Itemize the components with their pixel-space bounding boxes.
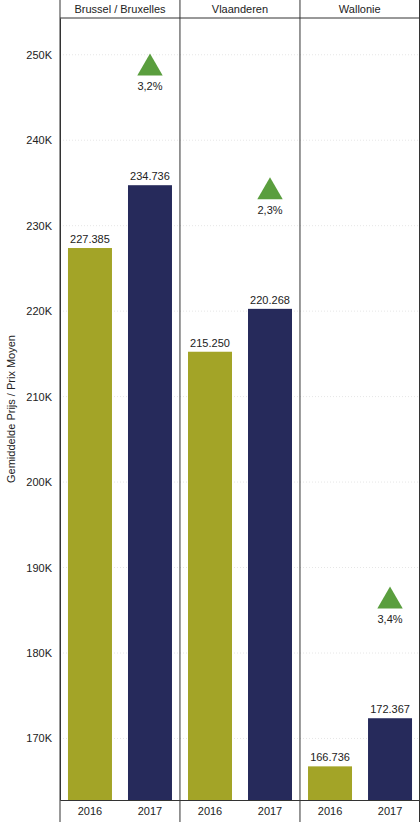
y-tick-label: 180K bbox=[26, 647, 52, 659]
grid bbox=[60, 55, 420, 739]
change-label: 2,3% bbox=[257, 204, 282, 216]
frame bbox=[60, 0, 420, 822]
y-tick: 220K bbox=[26, 305, 60, 317]
change-triangle bbox=[137, 54, 162, 76]
panel-separator bbox=[299, 0, 300, 822]
panel-separator bbox=[419, 0, 420, 822]
x-tick-label: 2017 bbox=[138, 805, 162, 817]
data-labels: 227.385 234.736 215.250 220.268 166.736 172.3… bbox=[70, 170, 410, 763]
grid-line bbox=[60, 140, 420, 141]
grid-line bbox=[60, 54, 420, 55]
bar bbox=[368, 718, 412, 800]
x-tick: 2017 bbox=[258, 800, 282, 817]
y-tick-label: 210K bbox=[26, 391, 52, 403]
y-tick: 180K bbox=[26, 647, 60, 659]
y-tick-label: 220K bbox=[26, 305, 52, 317]
x-tick-label: 2016 bbox=[318, 805, 342, 817]
panel-separator bbox=[179, 0, 180, 822]
x-tick: 2017 bbox=[378, 800, 402, 817]
group-header: Wallonie bbox=[339, 3, 381, 15]
y-tick-label: 190K bbox=[26, 562, 52, 574]
data-label: 172.367 bbox=[370, 703, 410, 715]
group-header: Brussel / Bruxelles bbox=[74, 3, 166, 15]
y-tick-label: 170K bbox=[26, 732, 52, 744]
x-tick: 2016 bbox=[78, 800, 102, 817]
bar bbox=[68, 248, 112, 800]
change-indicators: 3,2% 2,3% 3,4% bbox=[137, 54, 403, 626]
group-header: Vlaanderen bbox=[212, 3, 268, 15]
y-axis-title: Gemiddelde Prijs / Prix Moyen bbox=[5, 335, 17, 483]
y-tick: 170K bbox=[26, 732, 60, 744]
change-label: 3,4% bbox=[377, 613, 402, 625]
data-label: 234.736 bbox=[130, 170, 170, 182]
y-tick: 190K bbox=[26, 562, 60, 574]
x-tick: 2016 bbox=[198, 800, 222, 817]
group-headers: Brussel / Bruxelles Vlaanderen Wallonie bbox=[74, 3, 380, 15]
grid-line bbox=[60, 225, 420, 226]
grid-line bbox=[60, 396, 420, 397]
bar bbox=[248, 309, 292, 800]
bar bbox=[188, 352, 232, 800]
grid-line bbox=[60, 738, 420, 739]
x-axis: 2016 2017 2016 2017 2016 2017 bbox=[61, 800, 420, 817]
data-label: 215.250 bbox=[190, 337, 230, 349]
y-tick: 250K bbox=[26, 49, 60, 61]
x-tick-label: 2016 bbox=[78, 805, 102, 817]
header-line bbox=[60, 18, 420, 19]
change-label: 3,2% bbox=[137, 80, 162, 92]
y-tick: 210K bbox=[26, 391, 60, 403]
change-triangle bbox=[377, 587, 402, 609]
x-tick: 2017 bbox=[138, 800, 162, 817]
y-tick-label: 250K bbox=[26, 49, 52, 61]
bars bbox=[68, 185, 412, 800]
grid-line bbox=[60, 653, 420, 654]
y-tick-label: 230K bbox=[26, 220, 52, 232]
x-tick-label: 2016 bbox=[198, 805, 222, 817]
grid-line bbox=[60, 482, 420, 483]
y-axis-line bbox=[60, 19, 61, 801]
bar bbox=[128, 185, 172, 800]
data-label: 166.736 bbox=[310, 751, 350, 763]
change-triangle bbox=[257, 177, 282, 199]
panel-separator bbox=[60, 0, 61, 822]
x-tick-label: 2017 bbox=[258, 805, 282, 817]
y-tick: 230K bbox=[26, 220, 60, 232]
y-axis: 170K 180K 190K 200K 210K 220K 230K 240K 250K bbox=[26, 19, 60, 801]
grid-line bbox=[60, 567, 420, 568]
x-tick-label: 2017 bbox=[378, 805, 402, 817]
y-tick-label: 240K bbox=[26, 134, 52, 146]
x-axis-line bbox=[61, 800, 420, 801]
grid-line bbox=[60, 311, 420, 312]
y-tick: 200K bbox=[26, 476, 60, 488]
data-label: 220.268 bbox=[250, 294, 290, 306]
y-tick-label: 200K bbox=[26, 476, 52, 488]
data-label: 227.385 bbox=[70, 233, 110, 245]
y-tick: 240K bbox=[26, 134, 60, 146]
chart: 227.385 234.736 215.250 220.268 166.736 172.3… bbox=[0, 0, 420, 822]
bar bbox=[308, 766, 352, 800]
x-tick: 2016 bbox=[318, 800, 342, 817]
